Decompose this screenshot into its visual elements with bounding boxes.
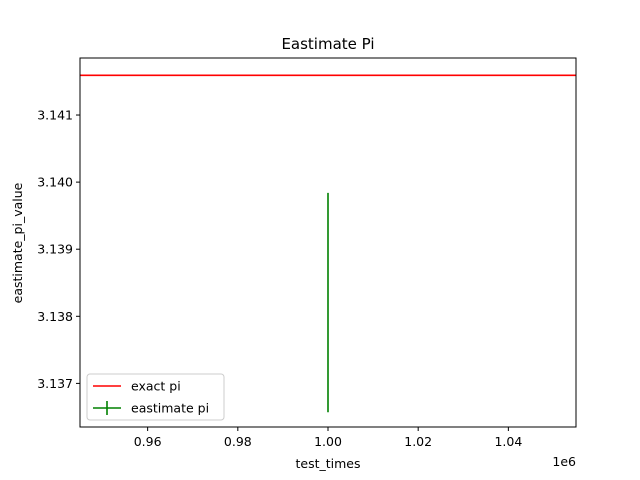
plot-area [80, 74, 576, 413]
x-axis: 0.96 0.98 1.00 1.02 1.04 [134, 427, 522, 449]
legend: exact pi eastimate pi [86, 373, 225, 421]
y-axis: 3.137 3.138 3.139 3.140 3.141 [37, 108, 80, 391]
y-tick-label: 3.137 [37, 376, 73, 391]
x-axis-label: test_times [295, 456, 360, 471]
y-axis-label: eastimate_pi_value [10, 182, 25, 303]
x-tick-label: 1.00 [314, 434, 342, 449]
y-tick-label: 3.139 [37, 242, 73, 257]
legend-box [86, 373, 225, 421]
x-tick-label: 1.02 [404, 434, 432, 449]
x-tick-label: 0.96 [134, 434, 162, 449]
x-axis-offset-label: 1e6 [552, 454, 576, 469]
legend-label: exact pi [131, 379, 181, 394]
legend-label: eastimate pi [131, 401, 209, 416]
y-tick-label: 3.141 [37, 108, 73, 123]
chart-title: Eastimate Pi [281, 35, 374, 53]
y-tick-label: 3.140 [37, 175, 73, 190]
x-tick-label: 1.04 [494, 434, 522, 449]
x-tick-label: 0.98 [224, 434, 252, 449]
y-tick-label: 3.138 [37, 309, 73, 324]
